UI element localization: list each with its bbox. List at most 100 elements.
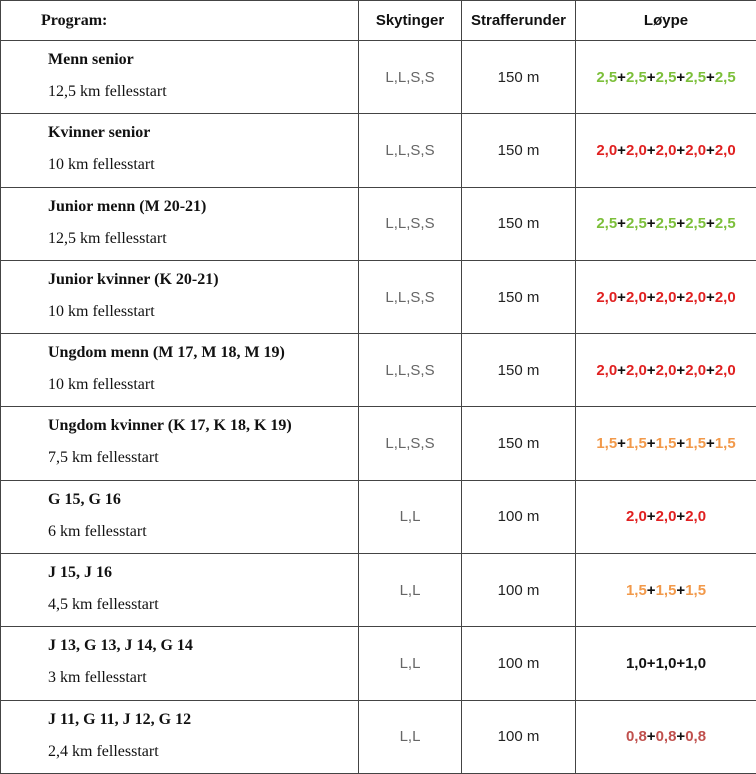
table-row: Junior menn (M 20-21) 12,5 km fellesstart… [0, 186, 756, 261]
lap-separator: + [706, 288, 715, 306]
program-cell: Ungdom menn (M 17, M 18, M 19) 10 km fell… [0, 333, 359, 408]
lap-distance: 2,0 [625, 508, 647, 526]
table-row: J 13, G 13, J 14, G 14 3 km fellesstart L,… [0, 626, 756, 701]
penalty-cell: 100 m [461, 479, 576, 555]
table-row: Junior kvinner (K 20-21) 10 km fellesstar… [0, 259, 756, 335]
lap-distance: 1,5 [655, 435, 677, 453]
penalty-cell: 100 m [461, 626, 576, 701]
lap-distance: 2,5 [625, 215, 647, 233]
lap-distance: 2,0 [685, 508, 707, 526]
lap-separator: + [646, 215, 656, 233]
program-distance: 10 km fellesstart [48, 156, 155, 174]
lap-separator: + [676, 508, 686, 526]
lap-distance: 2,0 [596, 288, 618, 306]
lap-distance: 2,0 [655, 508, 677, 526]
lap-distance: 1,0 [625, 655, 647, 673]
program-distance: 2,4 km fellesstart [48, 742, 159, 760]
program-distance: 6 km fellesstart [48, 522, 147, 540]
lap-distance: 2,0 [625, 288, 647, 306]
program-name: G 15, G 16 [48, 490, 121, 508]
program-distance: 10 km fellesstart [48, 302, 155, 320]
penalty-cell: 150 m [461, 333, 576, 408]
lap-distance: 2,5 [685, 68, 707, 86]
lap-separator: + [617, 68, 626, 86]
course-cell: 2,0+2,0+2,0+2,0+2,0 [575, 113, 756, 188]
lap-separator: + [646, 728, 656, 746]
course-cell: 2,5+2,5+2,5+2,5+2,5 [575, 186, 756, 261]
shootings-cell: L,L,S,S [358, 406, 462, 481]
lap-separator: + [706, 361, 715, 379]
header-course: Løype [575, 0, 756, 41]
lap-distance: 2,5 [655, 68, 677, 86]
penalty-cell: 100 m [461, 553, 576, 628]
lap-distance: 2,5 [596, 215, 618, 233]
program-name: J 13, G 13, J 14, G 14 [48, 637, 193, 655]
program-name: Kvinner senior [48, 124, 151, 142]
header-shootings: Skytinger [358, 0, 462, 41]
program-cell: Menn senior 12,5 km fellesstart [0, 39, 359, 115]
lap-separator: + [646, 581, 656, 599]
lap-distance: 1,5 [625, 435, 647, 453]
course-cell: 1,5+1,5+1,5+1,5+1,5 [575, 406, 756, 481]
penalty-cell: 100 m [461, 699, 576, 774]
lap-separator: + [676, 435, 686, 453]
lap-distance: 0,8 [685, 728, 707, 746]
program-name: Junior kvinner (K 20-21) [48, 270, 219, 288]
table-row: Kvinner senior 10 km fellesstart L,L,S,S 15… [0, 113, 756, 188]
penalty-cell: 150 m [461, 259, 576, 335]
lap-distance: 1,5 [655, 581, 677, 599]
program-cell: Junior menn (M 20-21) 12,5 km fellesstart [0, 186, 359, 261]
shootings-cell: L,L [358, 699, 462, 774]
lap-separator: + [676, 655, 686, 673]
program-distance: 12,5 km fellesstart [48, 83, 167, 100]
shootings-cell: L,L,S,S [358, 186, 462, 261]
lap-separator: + [617, 215, 626, 233]
lap-separator: + [617, 435, 626, 453]
header-row: Program: Skytinger Strafferunder Løype [0, 0, 756, 41]
lap-separator: + [706, 141, 715, 159]
lap-separator: + [706, 215, 715, 233]
lap-distance: 2,0 [596, 361, 618, 379]
table-row: G 15, G 16 6 km fellesstart L,L 100 m 2,0+2,… [0, 479, 756, 555]
program-cell: J 15, J 16 4,5 km fellesstart [0, 553, 359, 628]
shootings-cell: L,L,S,S [358, 39, 462, 115]
shootings-cell: L,L [358, 479, 462, 555]
lap-separator: + [706, 435, 715, 453]
lap-distance: 2,0 [655, 288, 677, 306]
lap-separator: + [646, 655, 656, 673]
header-penalty: Strafferunder [461, 0, 576, 41]
lap-separator: + [617, 288, 626, 306]
program-name: Ungdom kvinner (K 17, K 18, K 19) [48, 417, 292, 435]
course-cell: 2,0+2,0+2,0 [575, 479, 756, 555]
program-distance: 12,5 km fellesstart [48, 229, 167, 247]
lap-distance: 2,0 [596, 141, 618, 159]
lap-distance: 1,5 [596, 435, 618, 453]
lap-distance: 1,5 [685, 435, 707, 453]
program-distance: 3 km fellesstart [48, 669, 147, 687]
lap-distance: 2,0 [714, 288, 736, 306]
lap-separator: + [706, 68, 715, 86]
lap-distance: 2,0 [625, 141, 647, 159]
lap-separator: + [646, 68, 656, 86]
lap-separator: + [676, 68, 686, 86]
lap-separator: + [646, 508, 656, 526]
course-cell: 2,5+2,5+2,5+2,5+2,5 [575, 39, 756, 115]
lap-separator: + [676, 288, 686, 306]
lap-separator: + [676, 728, 686, 746]
program-name: Junior menn (M 20-21) [48, 197, 207, 215]
lap-separator: + [646, 141, 656, 159]
penalty-cell: 150 m [461, 186, 576, 261]
program-name: J 11, G 11, J 12, G 12 [48, 710, 192, 728]
lap-distance: 2,5 [714, 68, 736, 86]
header-program: Program: [0, 0, 359, 41]
lap-separator: + [646, 288, 656, 306]
penalty-cell: 150 m [461, 39, 576, 115]
lap-distance: 0,8 [655, 728, 677, 746]
lap-distance: 1,0 [685, 655, 707, 673]
lap-distance: 2,0 [685, 141, 707, 159]
penalty-cell: 150 m [461, 113, 576, 188]
program-cell: Kvinner senior 10 km fellesstart [0, 113, 359, 188]
table-body: Menn senior 12,5 km fellesstart L,L,S,S 150… [0, 39, 756, 774]
